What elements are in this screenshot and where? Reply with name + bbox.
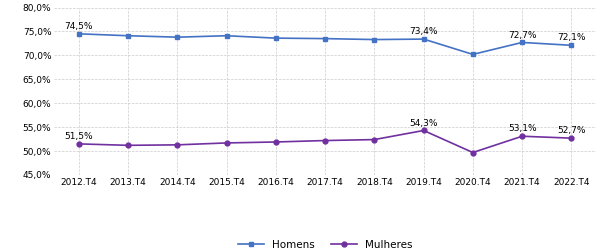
Mulheres <box>420 129 427 132</box>
Text: 74,5%: 74,5% <box>64 22 93 31</box>
Homens <box>321 37 329 40</box>
Mulheres <box>75 142 82 146</box>
Homens <box>223 34 230 37</box>
Text: 51,5%: 51,5% <box>64 132 93 141</box>
Text: 72,1%: 72,1% <box>557 34 586 42</box>
Homens <box>371 38 378 41</box>
Mulheres <box>469 151 476 154</box>
Text: 73,4%: 73,4% <box>409 27 438 36</box>
Mulheres <box>125 144 132 147</box>
Text: 72,7%: 72,7% <box>508 30 536 40</box>
Mulheres <box>174 143 181 146</box>
Line: Homens: Homens <box>76 32 574 57</box>
Text: 52,7%: 52,7% <box>557 126 586 135</box>
Homens <box>518 41 526 44</box>
Mulheres <box>371 138 378 141</box>
Homens <box>272 37 279 40</box>
Homens <box>568 44 575 47</box>
Mulheres <box>321 139 329 142</box>
Homens <box>125 34 132 37</box>
Homens <box>75 32 82 35</box>
Mulheres <box>272 140 279 143</box>
Text: 53,1%: 53,1% <box>507 124 536 133</box>
Mulheres <box>568 137 575 140</box>
Legend: Homens, Mulheres: Homens, Mulheres <box>238 240 412 250</box>
Homens <box>420 38 427 40</box>
Text: 54,3%: 54,3% <box>409 118 438 128</box>
Mulheres <box>518 135 526 138</box>
Homens <box>469 53 476 56</box>
Mulheres <box>223 142 230 144</box>
Homens <box>174 36 181 39</box>
Line: Mulheres: Mulheres <box>76 128 574 155</box>
